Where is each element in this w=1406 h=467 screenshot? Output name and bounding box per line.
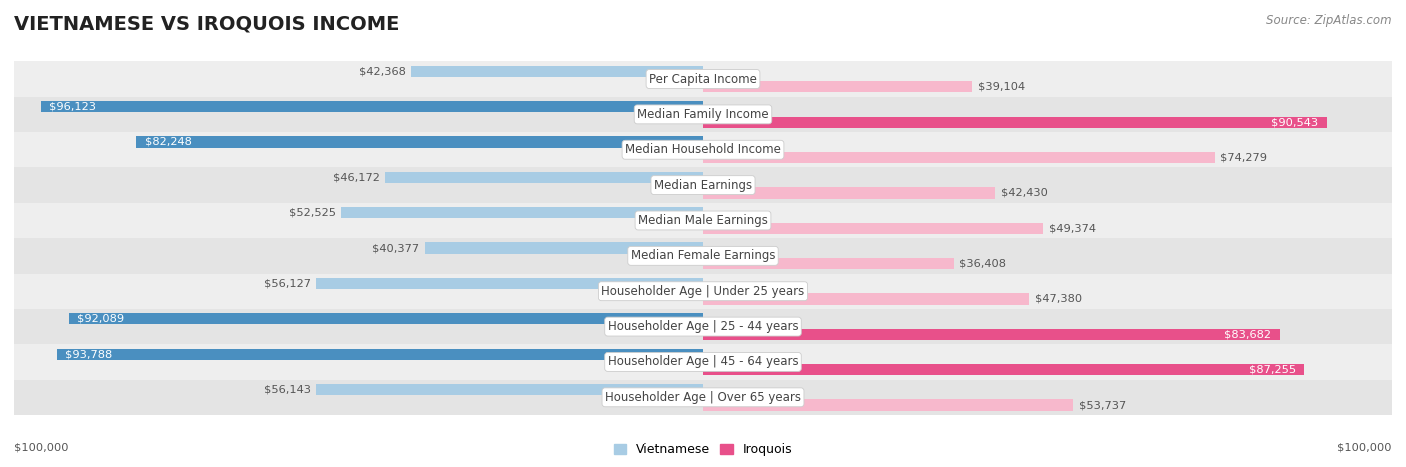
Text: $53,737: $53,737 [1078,400,1126,410]
Text: $74,279: $74,279 [1220,153,1267,163]
Bar [136,136,703,148]
FancyBboxPatch shape [14,132,1392,168]
Text: $46,172: $46,172 [332,172,380,182]
Bar [316,384,703,395]
Text: $93,788: $93,788 [65,349,112,359]
Legend: Vietnamese, Iroquois: Vietnamese, Iroquois [609,439,797,461]
FancyBboxPatch shape [14,61,1392,97]
Bar [385,172,703,183]
Bar [703,81,973,92]
Bar [69,313,703,325]
Text: Median Female Earnings: Median Female Earnings [631,249,775,262]
Bar [703,187,995,198]
Bar [703,223,1043,234]
Bar [703,364,1305,375]
Text: $96,123: $96,123 [49,102,96,112]
Text: $83,682: $83,682 [1225,329,1271,340]
Bar [703,116,1327,128]
Bar [703,258,953,269]
Bar [703,329,1279,340]
Text: $52,525: $52,525 [288,208,336,218]
Text: $100,000: $100,000 [14,443,69,453]
Text: $39,104: $39,104 [979,82,1025,92]
Text: Median Family Income: Median Family Income [637,108,769,121]
FancyBboxPatch shape [14,344,1392,380]
Text: $42,368: $42,368 [359,66,405,76]
Text: $100,000: $100,000 [1337,443,1392,453]
Bar [703,293,1029,304]
Text: Householder Age | Under 25 years: Householder Age | Under 25 years [602,285,804,298]
Text: $56,143: $56,143 [264,384,311,395]
Text: $92,089: $92,089 [77,314,124,324]
Bar [425,242,703,254]
Text: $36,408: $36,408 [959,259,1007,269]
Text: $40,377: $40,377 [373,243,419,253]
Text: $42,430: $42,430 [1001,188,1047,198]
Text: Median Earnings: Median Earnings [654,178,752,191]
Bar [56,348,703,360]
Text: Householder Age | 45 - 64 years: Householder Age | 45 - 64 years [607,355,799,368]
Bar [703,399,1073,411]
FancyBboxPatch shape [14,97,1392,132]
FancyBboxPatch shape [14,380,1392,415]
Bar [316,278,703,289]
FancyBboxPatch shape [14,203,1392,238]
Bar [342,207,703,219]
Text: $82,248: $82,248 [145,137,191,147]
Text: $87,255: $87,255 [1249,365,1296,375]
FancyBboxPatch shape [14,274,1392,309]
Text: Median Household Income: Median Household Income [626,143,780,156]
Text: Source: ZipAtlas.com: Source: ZipAtlas.com [1267,14,1392,27]
FancyBboxPatch shape [14,238,1392,274]
Text: Householder Age | 25 - 44 years: Householder Age | 25 - 44 years [607,320,799,333]
Text: $49,374: $49,374 [1049,223,1095,234]
Bar [411,65,703,77]
Text: Median Male Earnings: Median Male Earnings [638,214,768,227]
FancyBboxPatch shape [14,168,1392,203]
Bar [41,101,703,112]
Text: VIETNAMESE VS IROQUOIS INCOME: VIETNAMESE VS IROQUOIS INCOME [14,14,399,33]
Text: Per Capita Income: Per Capita Income [650,72,756,85]
FancyBboxPatch shape [14,309,1392,344]
Text: $56,127: $56,127 [264,278,311,289]
Text: $90,543: $90,543 [1271,117,1319,127]
Text: Householder Age | Over 65 years: Householder Age | Over 65 years [605,391,801,404]
Text: $47,380: $47,380 [1035,294,1083,304]
Bar [703,152,1215,163]
